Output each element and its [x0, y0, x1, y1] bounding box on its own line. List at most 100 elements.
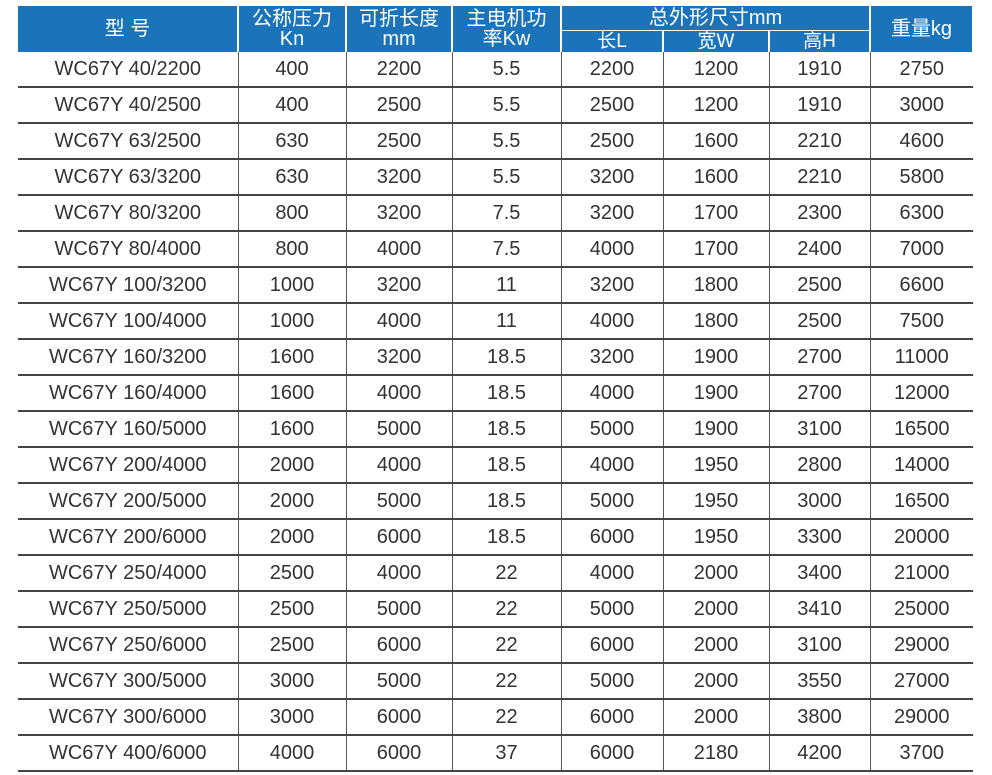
- cell-pressure: 2000: [237, 483, 347, 520]
- cell-height-h: 2700: [768, 339, 871, 376]
- cell-length-l: 4000: [560, 231, 664, 268]
- cell-length: 5000: [345, 411, 453, 448]
- table-row: WC67Y 80/3200 800 3200 7.5 3200 1700 2300 6300: [18, 195, 973, 232]
- cell-pressure: 2500: [237, 627, 347, 664]
- cell-width-w: 1900: [662, 375, 770, 412]
- cell-model: WC67Y 250/5000: [18, 591, 239, 628]
- cell-model: WC67Y 100/4000: [18, 303, 239, 340]
- cell-length: 6000: [345, 519, 453, 556]
- cell-width-w: 2000: [662, 663, 770, 700]
- cell-model: WC67Y 400/6000: [18, 735, 239, 772]
- cell-model: WC67Y 200/6000: [18, 519, 239, 556]
- cell-height-h: 3550: [768, 663, 871, 700]
- cell-width-w: 1200: [662, 87, 770, 124]
- cell-width-w: 1900: [662, 339, 770, 376]
- table-row: WC67Y 40/2200 400 2200 5.5 2200 1200 1910 2750: [18, 52, 973, 88]
- cell-width-w: 2000: [662, 591, 770, 628]
- cell-length: 6000: [345, 699, 453, 736]
- cell-model: WC67Y 250/6000: [18, 627, 239, 664]
- cell-length: 2500: [345, 123, 453, 160]
- cell-height-h: 3100: [768, 411, 871, 448]
- cell-pressure: 400: [237, 87, 347, 124]
- cell-weight: 29000: [869, 699, 973, 736]
- cell-weight: 16500: [869, 411, 973, 448]
- cell-pressure: 1000: [237, 303, 347, 340]
- table-row: WC67Y 400/6000 4000 6000 37 6000 2180 4200 3700: [18, 735, 973, 772]
- cell-width-w: 2000: [662, 699, 770, 736]
- col-dim-h: 高H: [768, 30, 871, 52]
- cell-length-l: 4000: [560, 555, 664, 592]
- cell-power: 18.5: [451, 375, 562, 412]
- table-row: WC67Y 250/4000 2500 4000 22 4000 2000 3400 2100…: [18, 555, 973, 592]
- cell-length-l: 2200: [560, 52, 664, 88]
- cell-height-h: 3400: [768, 555, 871, 592]
- cell-height-h: 3300: [768, 519, 871, 556]
- cell-model: WC67Y 300/5000: [18, 663, 239, 700]
- cell-weight: 6600: [869, 267, 973, 304]
- cell-length: 3200: [345, 267, 453, 304]
- cell-weight: 5800: [869, 159, 973, 196]
- cell-height-h: 3800: [768, 699, 871, 736]
- col-power: 主电机功率Kw: [451, 6, 562, 52]
- cell-width-w: 1950: [662, 519, 770, 556]
- cell-width-w: 2000: [662, 555, 770, 592]
- cell-model: WC67Y 160/5000: [18, 411, 239, 448]
- col-weight: 重量kg: [869, 6, 974, 52]
- col-dim-l: 长L: [561, 30, 664, 52]
- cell-length: 5000: [345, 591, 453, 628]
- cell-model: WC67Y 40/2200: [18, 52, 239, 88]
- table-row: WC67Y 63/3200 630 3200 5.5 3200 1600 2210 5800: [18, 159, 973, 196]
- cell-power: 22: [451, 591, 562, 628]
- cell-power: 7.5: [451, 195, 562, 232]
- cell-length: 5000: [345, 483, 453, 520]
- cell-model: WC67Y 300/6000: [18, 699, 239, 736]
- cell-pressure: 3000: [237, 663, 347, 700]
- cell-height-h: 2700: [768, 375, 871, 412]
- cell-height-h: 3100: [768, 627, 871, 664]
- cell-weight: 16500: [869, 483, 973, 520]
- cell-width-w: 1950: [662, 447, 770, 484]
- col-pressure-label: 公称压力Kn: [252, 8, 332, 50]
- cell-power: 18.5: [451, 339, 562, 376]
- cell-power: 11: [451, 303, 562, 340]
- table-row: WC67Y 300/6000 3000 6000 22 6000 2000 3800 2900…: [18, 699, 973, 736]
- cell-length-l: 2500: [560, 123, 664, 160]
- cell-weight: 20000: [869, 519, 973, 556]
- cell-power: 22: [451, 555, 562, 592]
- cell-weight: 21000: [869, 555, 973, 592]
- cell-power: 22: [451, 663, 562, 700]
- cell-height-h: 2800: [768, 447, 871, 484]
- cell-weight: 7000: [869, 231, 973, 268]
- cell-width-w: 1700: [662, 195, 770, 232]
- cell-height-h: 1910: [768, 52, 871, 88]
- cell-weight: 2750: [869, 52, 973, 88]
- table-row: WC67Y 100/3200 1000 3200 11 3200 1800 2500 6600: [18, 267, 973, 304]
- cell-height-h: 4200: [768, 735, 871, 772]
- cell-power: 5.5: [451, 87, 562, 124]
- cell-length-l: 5000: [560, 483, 664, 520]
- cell-length-l: 5000: [560, 591, 664, 628]
- cell-length-l: 4000: [560, 303, 664, 340]
- table-row: WC67Y 160/3200 1600 3200 18.5 3200 1900 2700 11…: [18, 339, 973, 376]
- cell-pressure: 800: [237, 231, 347, 268]
- cell-power: 18.5: [451, 411, 562, 448]
- cell-model: WC67Y 100/3200: [18, 267, 239, 304]
- table-row: WC67Y 80/4000 800 4000 7.5 4000 1700 2400 7000: [18, 231, 973, 268]
- cell-pressure: 2500: [237, 555, 347, 592]
- cell-power: 22: [451, 627, 562, 664]
- cell-length: 4000: [345, 447, 453, 484]
- cell-weight: 27000: [869, 663, 973, 700]
- table-row: WC67Y 100/4000 1000 4000 11 4000 1800 2500 7500: [18, 303, 973, 340]
- cell-height-h: 3000: [768, 483, 871, 520]
- table-row: WC67Y 200/6000 2000 6000 18.5 6000 1950 3300 20…: [18, 519, 973, 556]
- cell-pressure: 2000: [237, 447, 347, 484]
- cell-power: 5.5: [451, 52, 562, 88]
- cell-length-l: 6000: [560, 627, 664, 664]
- cell-width-w: 2000: [662, 627, 770, 664]
- cell-length-l: 2500: [560, 87, 664, 124]
- cell-model: WC67Y 80/4000: [18, 231, 239, 268]
- cell-power: 11: [451, 267, 562, 304]
- table-row: WC67Y 200/4000 2000 4000 18.5 4000 1950 2800 14…: [18, 447, 973, 484]
- cell-length: 3200: [345, 195, 453, 232]
- col-length-label: 可折长度mm: [359, 8, 439, 50]
